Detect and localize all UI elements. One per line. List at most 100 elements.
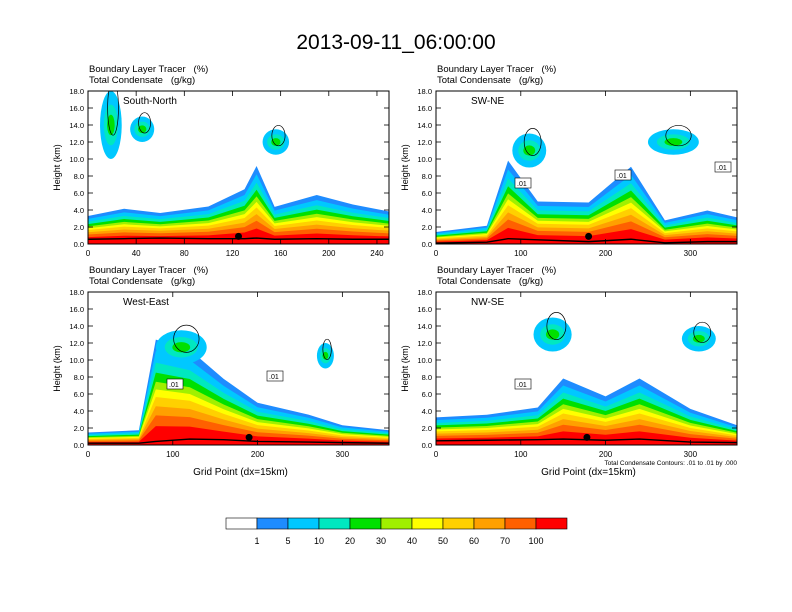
- plot-frame: [435, 291, 738, 446]
- x-tick-label: 100: [514, 249, 528, 258]
- anvil-inner-2: [664, 138, 683, 146]
- y-tick-label: 16.0: [417, 305, 432, 314]
- colorbar-box: [256, 517, 289, 530]
- contour-label-box: [614, 169, 632, 181]
- colorbar-box: [318, 517, 351, 530]
- y-tick-label: 4.0: [74, 407, 84, 416]
- colorbar-box: [535, 517, 568, 530]
- y-tick-label: 8.0: [74, 373, 84, 382]
- y-tick-label: 8.0: [74, 172, 84, 181]
- contour-label: .01: [169, 382, 179, 389]
- condensate-contour-3: [138, 112, 151, 134]
- y-tick-label: 4.0: [74, 206, 84, 215]
- condensate-contour-2: [693, 321, 712, 343]
- y-tick-label: 4.0: [422, 407, 432, 416]
- y-tick-label: 2.0: [422, 424, 432, 433]
- panel-2: 0 100 200 300 0.0 2.0 4.0 6.0 8.0 10.0 12.0 14.0 16.…: [400, 87, 738, 258]
- site-marker: [585, 232, 593, 240]
- x-tick-label: 40: [132, 249, 141, 258]
- y-tick-label: 16.0: [69, 305, 84, 314]
- condensate-contour-1: [173, 324, 200, 353]
- x-axis-label: Grid Point (dx=15km): [193, 467, 288, 478]
- panel-label: SW-NE: [471, 96, 504, 107]
- colorbar-label: 100: [528, 536, 543, 546]
- y-axis-label: Height (km): [52, 345, 62, 392]
- y-tick-label: 6.0: [422, 189, 432, 198]
- panel-3-header-line1: Boundary Layer Tracer (%): [89, 265, 209, 276]
- colorbar-label: 5: [285, 536, 290, 546]
- y-tick-label: 10.0: [417, 356, 432, 365]
- plot-frame: [87, 291, 390, 446]
- anvil-inner-1: [523, 145, 536, 156]
- x-tick-label: 0: [434, 249, 439, 258]
- terrain-line: [88, 438, 389, 444]
- colorbar-box: [225, 517, 258, 530]
- y-tick-label: 10.0: [417, 155, 432, 164]
- colorbar-label: 50: [438, 536, 448, 546]
- panel-1-header: Boundary Layer Tracer (%) Total Condensa…: [89, 64, 208, 86]
- colorbar-label: 70: [500, 536, 510, 546]
- site-marker: [583, 433, 591, 441]
- y-tick-label: 14.0: [417, 322, 432, 331]
- y-tick-label: 8.0: [422, 373, 432, 382]
- y-tick-label: 4.0: [422, 206, 432, 215]
- condensate-contour-2: [271, 125, 286, 147]
- colorbar-label: 60: [469, 536, 479, 546]
- x-tick-label: 0: [86, 249, 91, 258]
- y-tick-label: 0.0: [422, 441, 432, 450]
- anvil-inner-2: [692, 334, 705, 343]
- plot-frame: [87, 90, 390, 245]
- y-tick-label: 12.0: [417, 339, 432, 348]
- tracer-band-10: [436, 227, 737, 244]
- y-tick-label: 0.0: [74, 240, 84, 249]
- plot-area: [436, 125, 737, 244]
- y-tick-label: 6.0: [74, 390, 84, 399]
- y-tick-label: 2.0: [422, 223, 432, 232]
- y-tick-label: 14.0: [69, 322, 84, 331]
- y-tick-label: 18.0: [69, 87, 84, 96]
- x-tick-label: 100: [166, 450, 180, 459]
- site-marker: [235, 232, 242, 240]
- y-tick-label: 12.0: [69, 138, 84, 147]
- y-tick-label: 16.0: [69, 104, 84, 113]
- panel-2-header-line1: Boundary Layer Tracer (%): [437, 64, 557, 75]
- y-tick-label: 16.0: [417, 104, 432, 113]
- x-tick-label: 0: [434, 450, 439, 459]
- condensate-contour-1: [546, 312, 567, 340]
- x-tick-label: 200: [599, 249, 613, 258]
- site-marker: [245, 433, 253, 441]
- colorbar-box: [380, 517, 413, 530]
- contour-label: .01: [617, 173, 627, 180]
- x-tick-label: 240: [370, 249, 384, 258]
- anvil-inner-2: [322, 351, 329, 360]
- colorbar-label: 1: [254, 536, 259, 546]
- panel-label: South-North: [123, 96, 177, 107]
- y-tick-label: 0.0: [422, 240, 432, 249]
- x-tick-label: 300: [684, 450, 698, 459]
- panel-1-header-line1: Boundary Layer Tracer (%): [89, 64, 209, 75]
- y-axis-label: Height (km): [400, 144, 410, 191]
- y-tick-label: 2.0: [74, 424, 84, 433]
- contour-label-box: [714, 161, 732, 173]
- panel-4-header: Boundary Layer Tracer (%) Total Condensa…: [437, 265, 556, 287]
- contour-label-box: [514, 177, 532, 189]
- x-tick-label: 200: [251, 450, 265, 459]
- anvil-inner-3: [137, 125, 147, 134]
- y-tick-label: 18.0: [69, 288, 84, 297]
- contour-label: .01: [717, 165, 727, 172]
- x-tick-label: 300: [684, 249, 698, 258]
- x-tick-label: 200: [322, 249, 336, 258]
- panel-2-header: Boundary Layer Tracer (%) Total Condensa…: [437, 64, 556, 86]
- x-tick-label: 0: [86, 450, 91, 459]
- contour-label: .01: [269, 374, 279, 381]
- panel-4: 0 100 200 300 0.0 2.0 4.0 6.0 8.0 10.0 12.0 14.0 16.…: [400, 288, 738, 478]
- y-tick-label: 6.0: [422, 390, 432, 399]
- y-tick-label: 10.0: [69, 356, 84, 365]
- x-tick-label: 100: [514, 450, 528, 459]
- y-tick-label: 6.0: [74, 189, 84, 198]
- anvil-inner-1: [172, 342, 191, 353]
- contour-label: .01: [517, 181, 527, 188]
- colorbar-box: [287, 517, 320, 530]
- y-tick-label: 14.0: [417, 121, 432, 130]
